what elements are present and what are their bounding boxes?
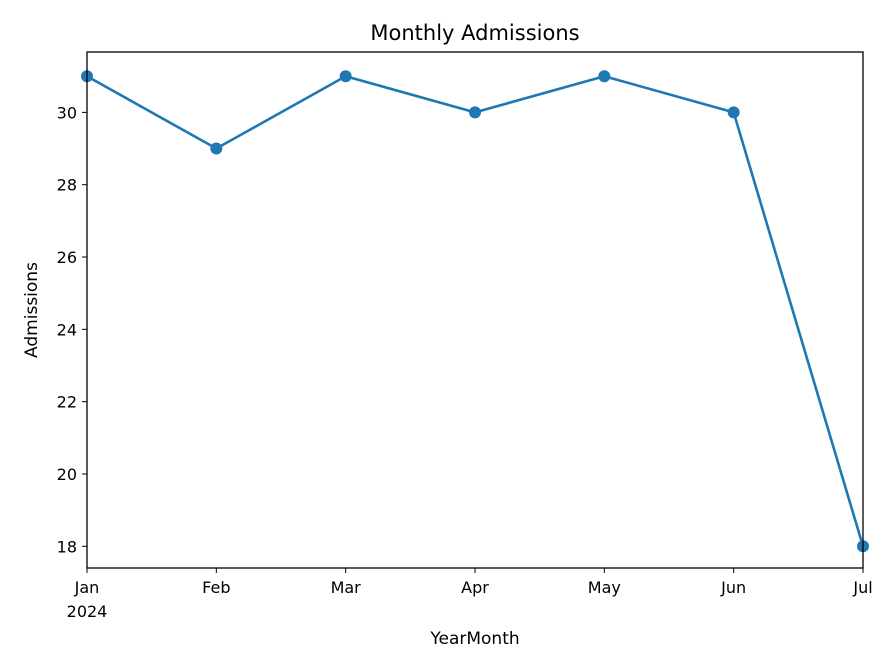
y-tick-label: 24 <box>57 320 77 339</box>
data-point <box>339 70 352 83</box>
y-tick-label: 30 <box>57 103 77 122</box>
data-point <box>598 70 611 83</box>
data-point <box>210 142 223 155</box>
y-tick-label: 18 <box>57 537 77 556</box>
x-tick-label: Feb <box>202 578 230 597</box>
y-tick-label: 22 <box>57 393 77 412</box>
x-tick-label: Apr <box>461 578 489 597</box>
plot-frame <box>86 51 864 569</box>
x-tick-year-label: 2024 <box>67 602 108 621</box>
chart-title: Monthly Admissions <box>370 21 579 45</box>
data-point <box>727 106 740 119</box>
x-axis-label: YearMonth <box>429 629 519 649</box>
y-axis-label: Admissions <box>22 262 42 358</box>
data-point <box>469 106 481 119</box>
x-tick-label: Jul <box>852 578 872 597</box>
x-tick-label: Jan <box>74 578 100 597</box>
x-tick-label: May <box>588 578 621 597</box>
y-tick-label: 20 <box>57 465 77 484</box>
plot-area: 18 20 22 24 26 28 30 Jan Feb Mar Apr May Jun Jul 2024 <box>57 51 873 621</box>
y-tick-label: 26 <box>57 248 77 267</box>
x-tick-label: Mar <box>331 578 362 597</box>
x-tick-label: Jun <box>720 578 746 597</box>
y-tick-label: 28 <box>57 176 77 195</box>
